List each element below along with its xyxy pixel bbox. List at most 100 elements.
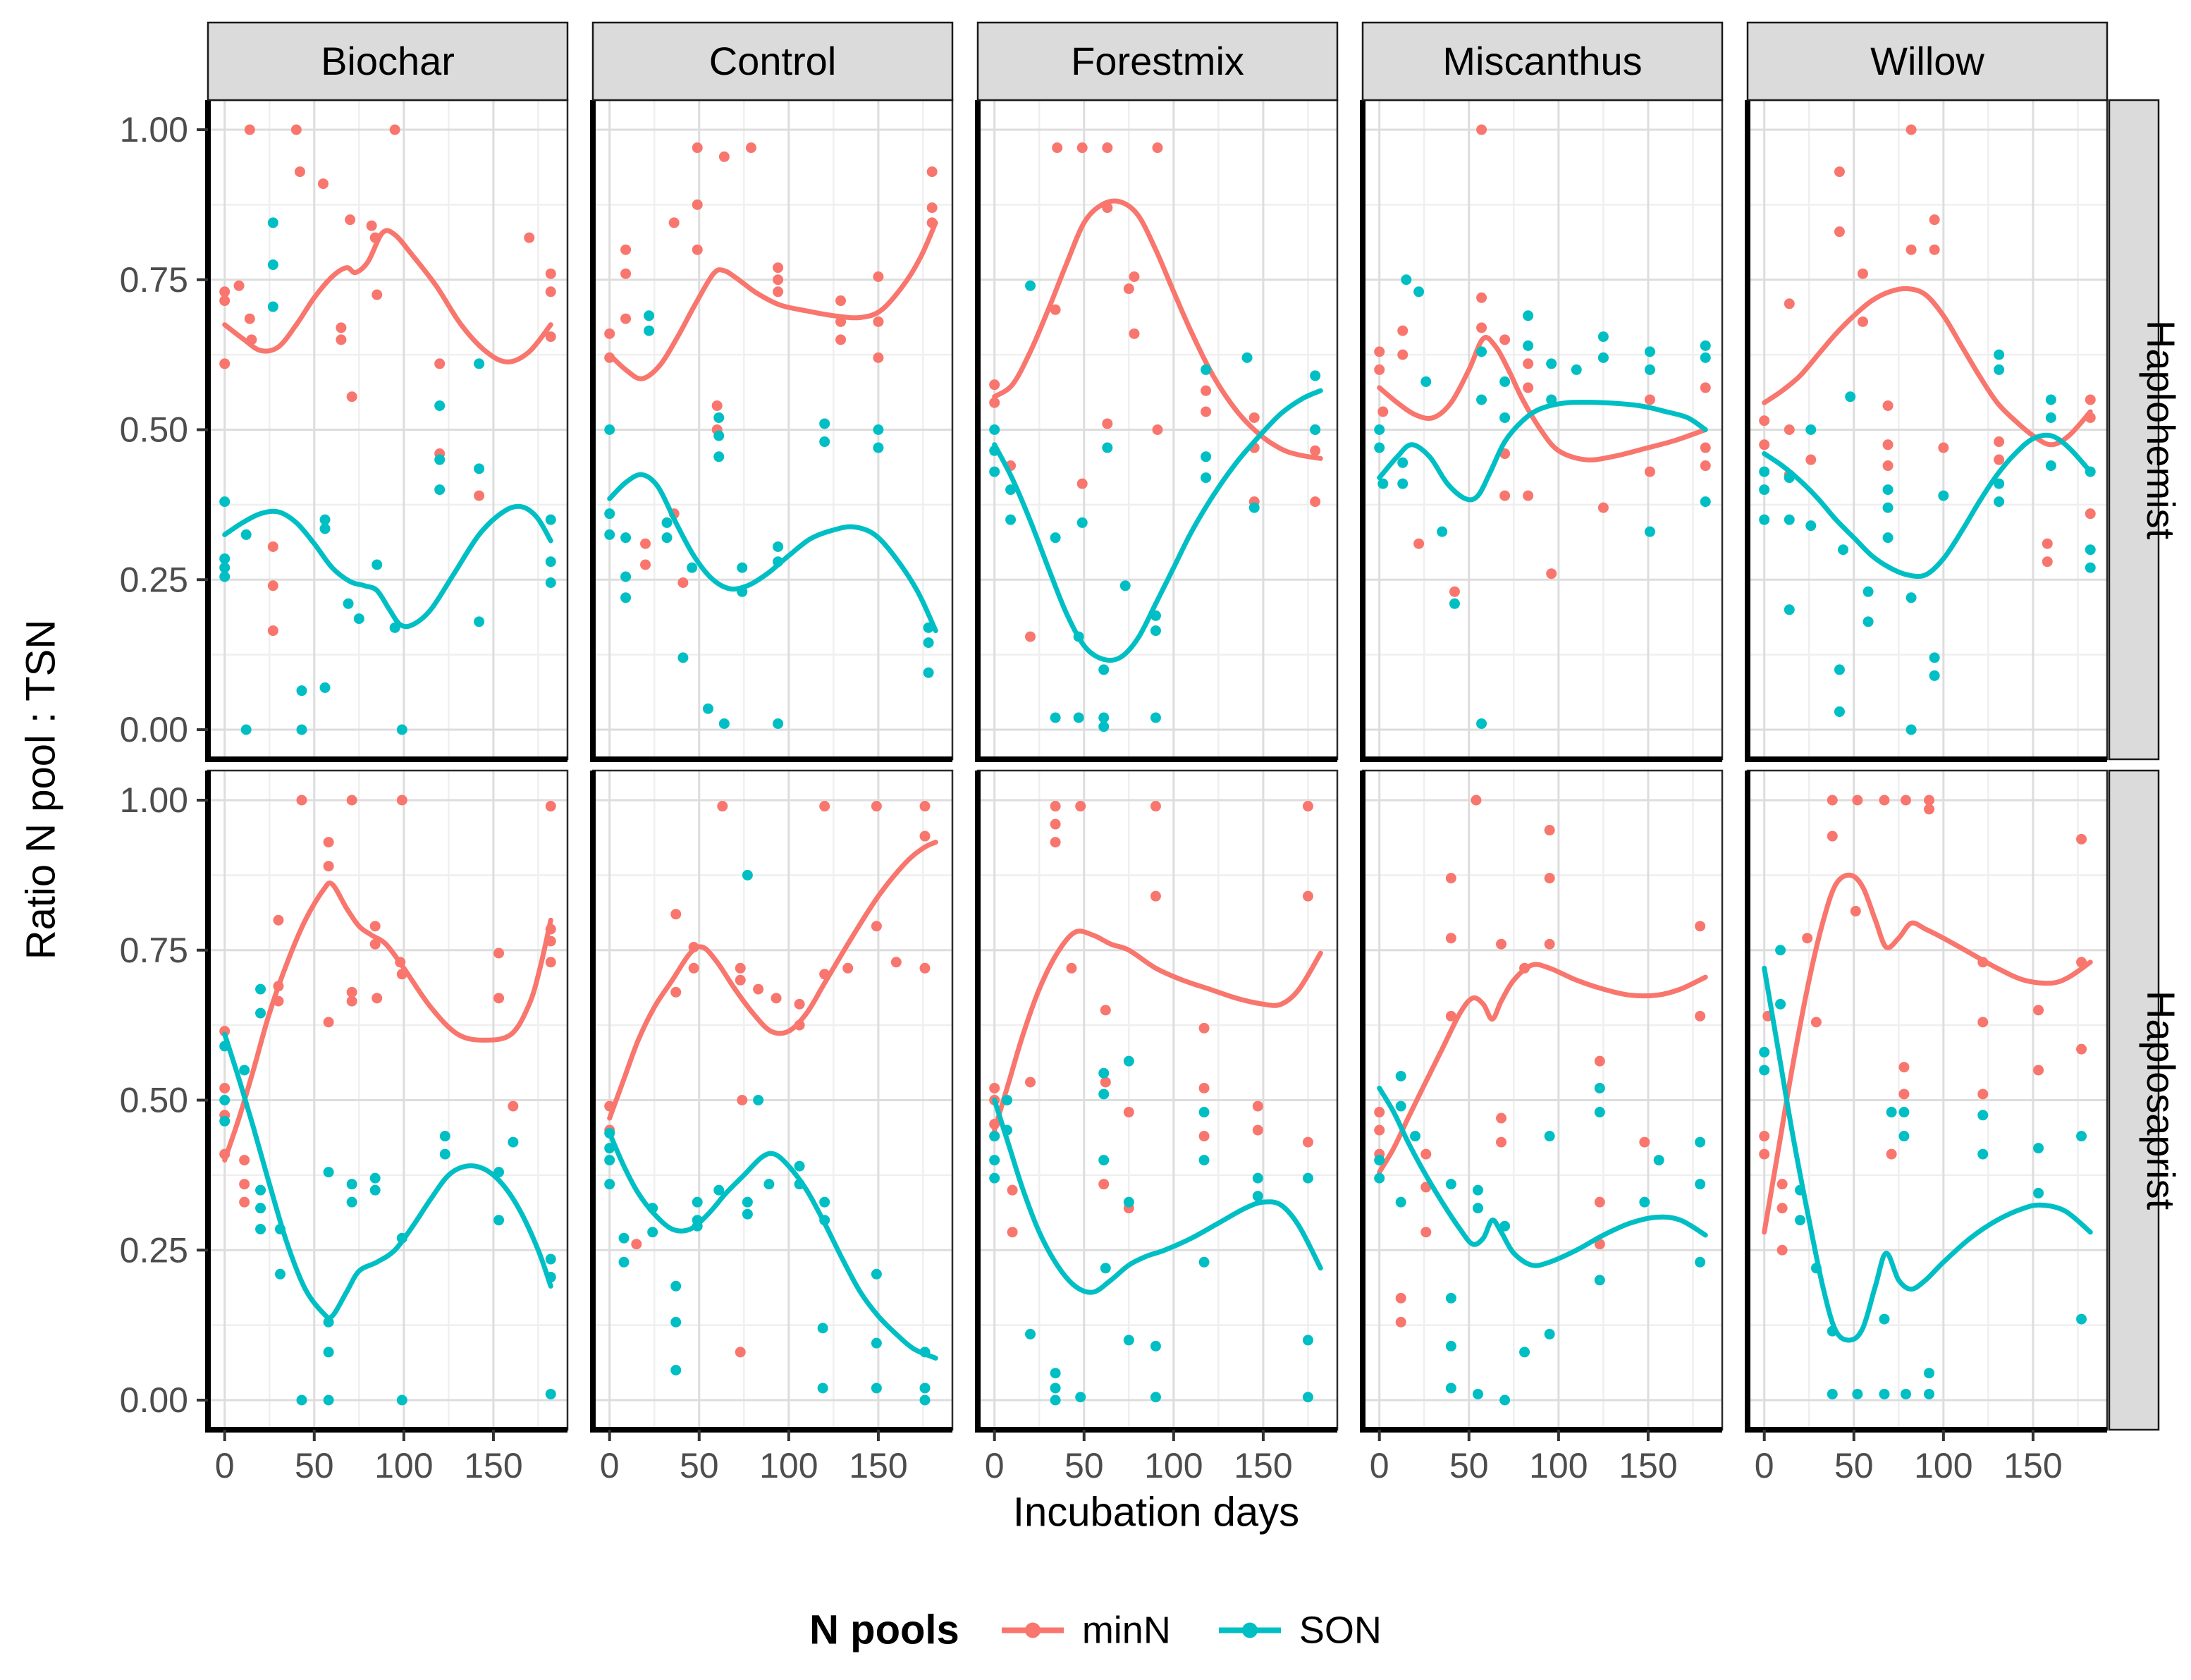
data-point-SON: [323, 1167, 334, 1178]
y-tick-label: 0.25: [120, 560, 188, 599]
smooth-line-minN: [607, 220, 938, 381]
data-point-SON: [1700, 340, 1711, 351]
data-point-SON: [1241, 352, 1253, 363]
data-point-minN: [1827, 830, 1838, 842]
data-point-SON: [1102, 442, 1113, 453]
data-point-SON: [817, 1382, 828, 1394]
data-point-SON: [1938, 490, 1949, 501]
data-point-minN: [244, 124, 255, 135]
y-tick-label: 0.00: [120, 710, 188, 749]
data-point-SON: [1499, 376, 1511, 387]
data-point-minN: [290, 124, 302, 135]
data-point-SON: [1445, 1340, 1456, 1351]
data-point-minN: [493, 948, 505, 959]
data-point-SON: [219, 562, 231, 573]
points-SON: [604, 310, 934, 729]
y-tick-label: 1.00: [120, 780, 188, 820]
data-point-SON: [1025, 280, 1036, 291]
data-point-SON: [1397, 478, 1408, 489]
panel-Biochar-Haplohemist: 1.00 0.75 0.50 0.25 0.00: [120, 99, 569, 762]
data-point-SON: [1879, 1313, 1890, 1325]
data-point-minN: [989, 1082, 1000, 1093]
data-point-SON: [713, 451, 725, 462]
data-point-SON: [604, 529, 615, 540]
data-point-SON: [1544, 1328, 1555, 1339]
data-point-SON: [1994, 349, 2005, 360]
data-point-minN: [745, 142, 756, 154]
data-point-SON: [1805, 424, 1817, 435]
data-point-SON: [1472, 1388, 1483, 1399]
data-point-minN: [1100, 1077, 1111, 1088]
data-point-SON: [702, 703, 713, 714]
data-point-SON: [1201, 472, 1212, 484]
data-point-SON: [1644, 346, 1655, 357]
data-point-SON: [343, 598, 354, 609]
data-point-SON: [396, 1394, 407, 1406]
data-point-SON: [618, 1256, 630, 1268]
data-point-SON: [346, 1179, 357, 1190]
data-point-minN: [794, 998, 805, 1010]
data-point-SON: [1395, 1196, 1406, 1208]
data-point-SON: [296, 1394, 307, 1406]
data-point-minN: [239, 1155, 250, 1166]
data-point-minN: [753, 983, 764, 995]
data-point-SON: [474, 616, 485, 627]
data-point-SON: [873, 442, 884, 453]
data-point-SON: [1098, 1155, 1110, 1166]
data-point-minN: [1776, 1244, 1788, 1256]
data-point-minN: [919, 962, 931, 974]
data-point-minN: [1302, 801, 1313, 812]
data-point-SON: [1476, 718, 1487, 729]
data-point-minN: [1413, 538, 1425, 549]
smooth-line-minN: [607, 840, 938, 1121]
data-point-SON: [1076, 517, 1088, 528]
data-point-SON: [1924, 1388, 1935, 1399]
smooth-line-minN: [1762, 872, 2093, 1235]
facet-strip-label: Biochar: [321, 39, 455, 83]
data-point-SON: [1098, 664, 1110, 675]
data-point-minN: [1759, 415, 1770, 427]
data-point-minN: [1248, 412, 1260, 423]
data-point-SON: [474, 463, 485, 474]
data-point-SON: [1001, 1095, 1012, 1105]
data-point-minN: [890, 957, 902, 968]
data-point-SON: [819, 418, 830, 429]
x-tick-label: 0: [1370, 1446, 1389, 1485]
data-point-SON: [1050, 1368, 1061, 1379]
data-point-SON: [773, 541, 784, 552]
data-point-SON: [1700, 352, 1711, 363]
data-point-SON: [1374, 1155, 1385, 1166]
data-point-minN: [323, 1017, 334, 1028]
data-point-minN: [1198, 1082, 1210, 1093]
data-point-SON: [1098, 712, 1110, 723]
data-point-SON: [1098, 1089, 1110, 1100]
data-point-minN: [1395, 1316, 1406, 1328]
data-point-minN: [1900, 795, 1911, 806]
data-point-SON: [2045, 394, 2056, 405]
points-SON: [219, 983, 556, 1406]
data-point-SON: [545, 556, 556, 568]
data-point-minN: [1700, 460, 1711, 472]
legend-item-minN: minN: [999, 1608, 1171, 1652]
data-point-SON: [1775, 945, 1786, 956]
data-point-SON: [219, 553, 231, 564]
points-minN: [1759, 795, 2087, 1256]
facet-strip-top-Biochar: Biochar: [207, 21, 569, 102]
data-point-minN: [1850, 905, 1861, 916]
x-tick-label: 100: [1529, 1446, 1588, 1485]
panel-Control-Haplosaprist: 0 50 100 150: [590, 769, 954, 1485]
data-point-SON: [1395, 1100, 1406, 1112]
data-point-minN: [1523, 358, 1534, 369]
axis-line: [1360, 771, 1722, 1433]
data-point-minN: [1594, 1239, 1605, 1250]
data-point-minN: [219, 295, 231, 307]
data-point-minN: [296, 795, 307, 806]
data-point-SON: [296, 724, 307, 735]
data-point-SON: [1098, 1067, 1110, 1079]
data-point-SON: [1310, 424, 1321, 435]
data-point-minN: [1377, 406, 1389, 417]
data-point-SON: [1472, 1184, 1483, 1196]
data-point-minN: [1420, 1227, 1432, 1238]
data-point-minN: [1827, 795, 1838, 806]
data-point-minN: [1374, 1107, 1385, 1118]
